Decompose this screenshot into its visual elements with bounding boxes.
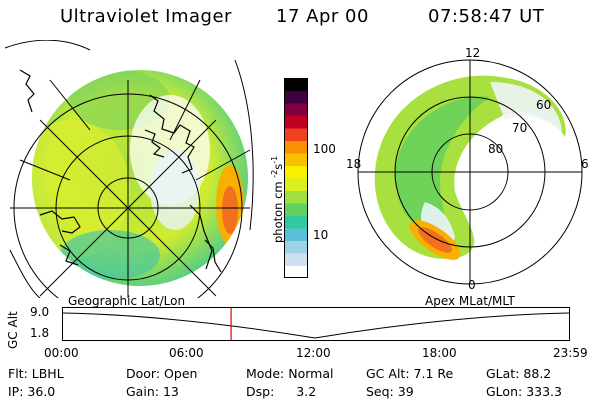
door-info: Door: Open [126, 366, 198, 381]
seq-info: Seq: 39 [366, 384, 414, 399]
mlt-label-6: 6 [581, 157, 589, 171]
filter-info: Flt: LBHL [8, 366, 64, 381]
colorbar-stripe [284, 165, 308, 179]
mlt-label-18: 18 [346, 157, 362, 171]
colorbar-stripe [284, 203, 308, 216]
colorbar-unit-label: photon cm -2s-1 [270, 155, 285, 243]
timeline-xtick-1800: 18:00 [422, 346, 457, 360]
colorbar-stripe [284, 115, 308, 129]
altitude-timeline [62, 307, 570, 341]
colorbar-stripe [284, 190, 308, 204]
date-label: 17 Apr 00 [276, 6, 369, 27]
apex-label: Apex MLat/MLT [425, 294, 515, 308]
colorbar-tick-10: 10 [313, 228, 329, 242]
timeline-xtick-1200: 12:00 [296, 346, 331, 360]
colorbar-stripe [284, 140, 308, 154]
colorbar-stripe [284, 228, 308, 241]
mlat-mlt-polar-plot [357, 59, 583, 285]
mlt-label-0: 0 [468, 278, 476, 292]
geographic-label: Geographic Lat/Lon [68, 294, 186, 308]
mlat-label-80: 80 [488, 142, 504, 156]
colorbar-stripe [284, 178, 308, 191]
glon-info: GLon: 333.3 [486, 384, 562, 399]
timeline-xtick-2359: 23:59 [553, 346, 588, 360]
timeline-ytick-low: 1.8 [30, 326, 50, 340]
colorbar-stripe [284, 240, 308, 254]
mlt-label-12: 12 [465, 46, 481, 60]
geographic-map [4, 40, 254, 298]
colorbar-stripe [284, 128, 308, 141]
timeline-ytick-high: 9.0 [30, 305, 50, 319]
timeline-xtick-0600: 06:00 [169, 346, 204, 360]
colorbar-stripe [284, 78, 308, 91]
timeline-xtick-0000: 00:00 [44, 346, 79, 360]
colorbar-stripe [284, 253, 308, 266]
dsp-info: Dsp: 3.2 [246, 384, 317, 399]
mlat-label-60: 60 [536, 98, 552, 112]
colorbar-stripe [284, 215, 308, 229]
timeline-ylabel: GC Alt [6, 311, 20, 349]
time-label: 07:58:47 UT [428, 6, 545, 27]
gc-alt-info: GC Alt: 7.1 Re [366, 366, 454, 381]
colorbar-stripe [284, 103, 308, 116]
ip-info: IP: 36.0 [8, 384, 56, 399]
mode-info: Mode: Normal [246, 366, 334, 381]
glat-info: GLat: 88.2 [486, 366, 552, 381]
color-scale-bar [284, 78, 308, 278]
gain-info: Gain: 13 [126, 384, 179, 399]
instrument-title: Ultraviolet Imager [60, 6, 232, 27]
colorbar-stripe [284, 265, 308, 278]
colorbar-stripe [284, 90, 308, 104]
mlat-label-70: 70 [512, 121, 528, 135]
colorbar-tick-100: 100 [313, 142, 336, 156]
colorbar-stripe [284, 153, 308, 166]
